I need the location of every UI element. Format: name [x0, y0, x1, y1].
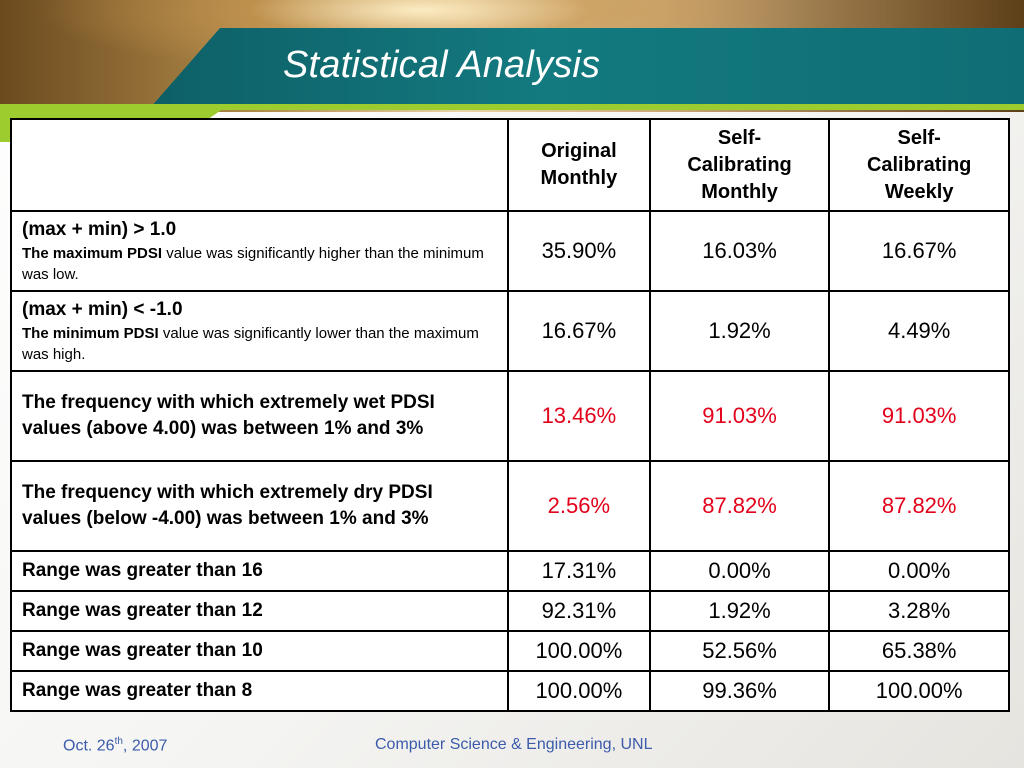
header-self-calibrating-weekly: Self- Calibrating Weekly [828, 118, 1010, 212]
accent-line [0, 104, 1024, 110]
slide-title: Statistical Analysis [283, 44, 601, 86]
value-cell: 16.67% [828, 210, 1010, 292]
row-note-text: value was significantly higher than the … [22, 245, 484, 283]
value-cell: 99.36% [648, 670, 831, 712]
table-row: (max + min) > 1.0 The maximum PDSI value… [9, 210, 1010, 292]
value-cell: 100.00% [507, 630, 651, 672]
row-label-main: (max + min) < -1.0 [22, 299, 183, 320]
row-label: The frequency with which extremely wet P… [9, 370, 510, 462]
value-cell: 100.00% [828, 670, 1010, 712]
table-row: Range was greater than 16 17.31% 0.00% 0… [9, 550, 1010, 592]
table-row: Range was greater than 10 100.00% 52.56%… [9, 630, 1010, 672]
footer-date-main: Oct. 26 [63, 737, 115, 755]
table-row: Range was greater than 8 100.00% 99.36% … [9, 670, 1010, 712]
header-line: Monthly [701, 180, 778, 203]
header-line: Original [541, 140, 617, 162]
header-original-monthly: Original Monthly [507, 118, 651, 212]
value-cell: 16.03% [648, 210, 831, 292]
header-line: Weekly [884, 180, 954, 203]
value-cell: 3.28% [828, 590, 1010, 632]
value-cell: 17.31% [507, 550, 651, 592]
header-line: Calibrating [866, 153, 972, 176]
row-note-text: value was significantly lower than the m… [22, 325, 479, 363]
statistics-table: Original Monthly Self- Calibrating Month… [9, 118, 1010, 712]
value-cell-highlight: 87.82% [828, 460, 1010, 552]
value-cell: 92.31% [507, 590, 651, 632]
value-cell-highlight: 2.56% [507, 460, 651, 552]
footer-date-year: , 2007 [122, 737, 168, 755]
value-cell: 65.38% [828, 630, 1010, 672]
row-note-bold: The maximum PDSI [22, 245, 163, 262]
title-band [150, 28, 1024, 108]
table-row: Range was greater than 12 92.31% 1.92% 3… [9, 590, 1010, 632]
value-cell: 1.92% [648, 290, 831, 372]
row-label: Range was greater than 8 [9, 670, 510, 712]
row-label: (max + min) > 1.0 The maximum PDSI value… [9, 210, 510, 292]
value-cell: 100.00% [507, 670, 651, 712]
header-line: Calibrating [687, 153, 792, 176]
value-cell-highlight: 87.82% [648, 460, 831, 552]
header-self-calibrating-monthly: Self- Calibrating Monthly [648, 118, 831, 212]
header-cell-empty [9, 118, 510, 212]
row-label: The frequency with which extremely dry P… [9, 460, 510, 552]
row-label: Range was greater than 10 [9, 630, 510, 672]
header-line: Self- [717, 126, 762, 149]
row-label: (max + min) < -1.0 The minimum PDSI valu… [9, 290, 510, 372]
footer-organization: Computer Science & Engineering, UNL [375, 736, 653, 753]
footer-date: Oct. 26th, 2007 [63, 736, 167, 755]
value-cell: 35.90% [507, 210, 651, 292]
row-label-main: (max + min) > 1.0 [22, 219, 177, 240]
value-cell: 52.56% [648, 630, 831, 672]
row-label: Range was greater than 12 [9, 590, 510, 632]
value-cell: 0.00% [828, 550, 1010, 592]
value-cell-highlight: 13.46% [507, 370, 651, 462]
value-cell: 4.49% [828, 290, 1010, 372]
value-cell-highlight: 91.03% [648, 370, 831, 462]
row-label: Range was greater than 16 [9, 550, 510, 592]
row-note-bold: The minimum PDSI [22, 325, 159, 342]
header-line: Monthly [540, 167, 618, 189]
value-cell: 1.92% [648, 590, 831, 632]
table-header-row: Original Monthly Self- Calibrating Month… [9, 118, 1010, 212]
value-cell: 16.67% [507, 290, 651, 372]
value-cell: 0.00% [648, 550, 831, 592]
table-row: (max + min) < -1.0 The minimum PDSI valu… [9, 290, 1010, 372]
table-row: The frequency with which extremely wet P… [9, 370, 1010, 462]
header-line: Self- [897, 126, 941, 149]
value-cell-highlight: 91.03% [828, 370, 1010, 462]
row-label-note: The maximum PDSI value was significantly… [22, 243, 497, 285]
row-label-note: The minimum PDSI value was significantly… [22, 323, 497, 365]
footer-date-sup: th [114, 736, 123, 747]
table-row: The frequency with which extremely dry P… [9, 460, 1010, 552]
